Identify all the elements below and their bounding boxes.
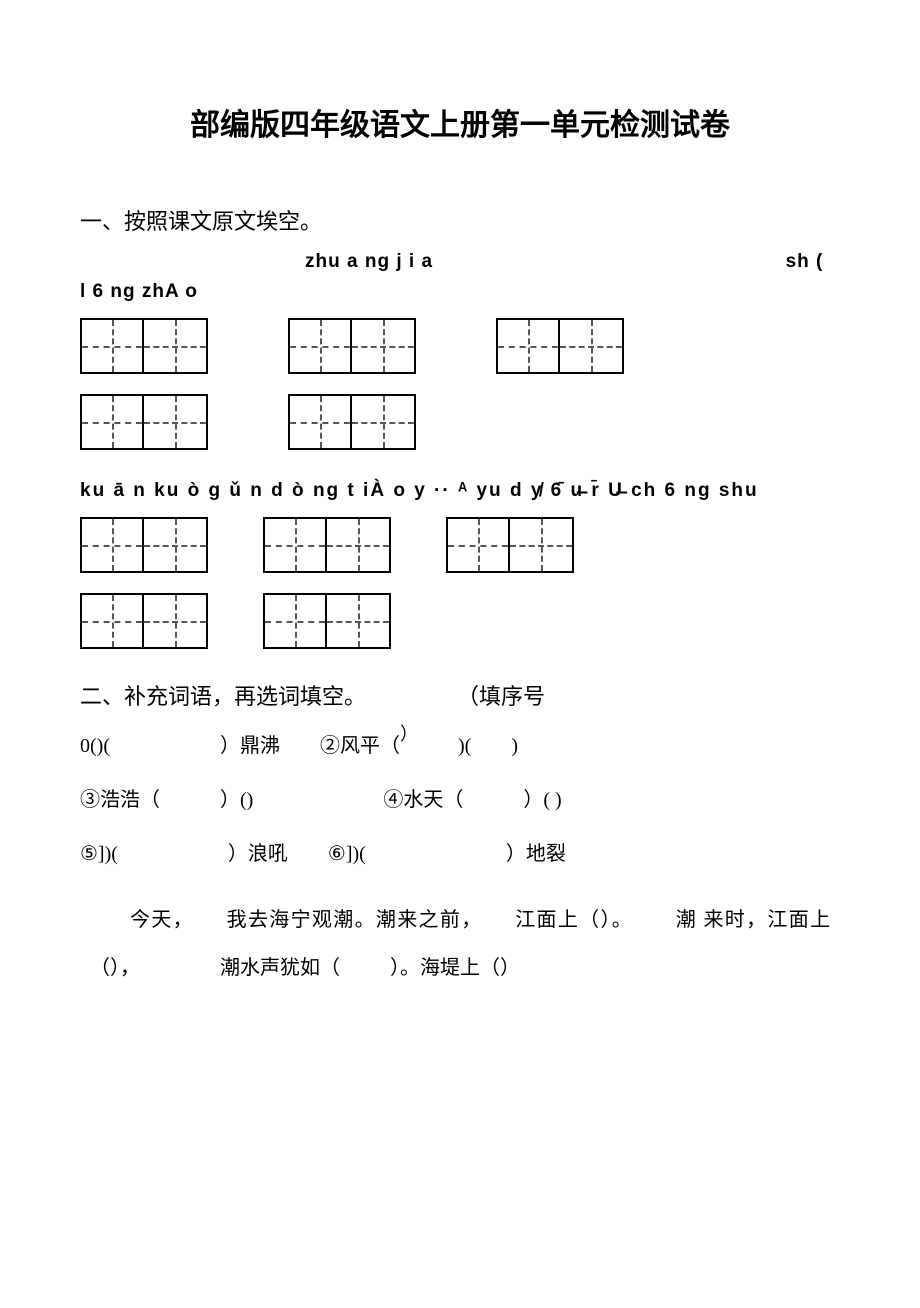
fill-2-prefix: ②风平（ [320,729,400,758]
char-box[interactable] [144,320,206,372]
char-box-pair[interactable] [288,318,416,374]
fill-item-2: ②风平（ ） )( ) [320,729,518,758]
char-box-row-1 [80,318,840,374]
char-box[interactable] [144,396,206,448]
char-box[interactable] [327,519,389,571]
char-box-pair[interactable] [80,517,208,573]
section-2: 二、补充词语，再选词填空。 （填序号 0()( ）鼎沸 ②风平（ ） )( ) … [80,679,840,992]
fill-row-1: 0()( ）鼎沸 ②风平（ ） )( ) [80,729,840,758]
char-box[interactable] [144,595,206,647]
char-box-pair[interactable] [80,593,208,649]
fill-6-suffix: ）地裂 [506,837,566,866]
char-box-row-2 [80,394,840,450]
fill-3-mid: ）() [220,783,253,812]
fill-paragraph: 今天， 我去海宁观潮。潮来之前， 江面上（）。 潮 来时，江面上（）， 潮水声犹… [80,896,840,992]
char-box[interactable] [498,320,560,372]
section-1-heading: 一、按照课文原文埃空。 [80,204,840,236]
fill-2-mid: )( [458,735,471,758]
fill-5-suffix: ）浪吼 [228,837,288,866]
fill-2-suffix: ) [511,735,518,758]
char-box[interactable] [82,396,144,448]
fill-6-prefix: ⑥])( [328,841,366,866]
close-paren-raised: ） [400,720,418,746]
para-t2: 我去海宁观潮。潮来之前， [227,909,483,931]
fill-4-prefix: ④水天（ [383,783,463,812]
fill-5-prefix: ⑤])( [80,841,118,866]
pinyin-row-1: zhu a ng j i a sh ( [80,251,840,273]
char-box-pair[interactable] [263,593,391,649]
fill-item-1: 0()( ）鼎沸 [80,729,280,758]
char-box-pair[interactable] [496,318,624,374]
char-box[interactable] [560,320,622,372]
char-box[interactable] [82,595,144,647]
char-box[interactable] [510,519,572,571]
fill-3-prefix: ③浩浩（ [80,783,160,812]
para-t1: 今天， [130,909,194,931]
char-box-row-4 [80,593,840,649]
para-t7: ）。海堤上（） [390,957,520,979]
char-box-pair[interactable] [263,517,391,573]
fill-item-5: ⑤])( ）浪吼 [80,837,288,866]
pinyin-row-2: ku ā n ku ò g ǔ n d ò ng t iÀ o y ·· ᴬ y… [80,480,840,502]
fill-item-6: ⑥])( ）地裂 [328,837,566,866]
char-box[interactable] [352,396,414,448]
para-t4: 潮 [676,909,697,931]
char-box[interactable] [448,519,510,571]
char-box[interactable] [82,519,144,571]
fill-row-3: ⑤])( ）浪吼 ⑥])( ）地裂 [80,837,840,866]
pinyin-text-1b: sh ( [786,251,824,272]
char-box[interactable] [82,320,144,372]
fill-item-3: ③浩浩（ ）() [80,783,253,812]
char-box-pair[interactable] [446,517,574,573]
char-box[interactable] [144,519,206,571]
section-2-heading-left: 二、补充词语，再选词填空。 [80,684,366,709]
exam-title: 部编版四年级语文上册第一单元检测试卷 [80,100,840,144]
char-box-row-3 [80,517,840,573]
fill-1-suffix: ）鼎沸 [220,729,280,758]
char-box[interactable] [352,320,414,372]
pinyin-text-1a: zhu a ng j i a [305,251,433,272]
section-2-heading: 二、补充词语，再选词填空。 （填序号 [80,679,840,711]
fill-row-2: ③浩浩（ ）() ④水天（ ）( ) [80,783,840,812]
char-box-pair[interactable] [80,318,208,374]
para-t6: 潮水声犹如（ [220,957,340,979]
char-box-pair[interactable] [288,394,416,450]
fill-item-4: ④水天（ ）( ) [383,783,561,812]
char-box[interactable] [290,320,352,372]
fill-1-prefix: 0()( [80,735,110,758]
char-box[interactable] [327,595,389,647]
para-t3: 江面上（）。 [515,909,633,931]
fill-4-mid: ）( ) [523,783,561,812]
char-box[interactable] [265,595,327,647]
char-box[interactable] [290,396,352,448]
pinyin-row-1b: l 6 ng zhA o [80,281,840,303]
section-2-heading-right: （填序号 [457,684,545,709]
char-box[interactable] [265,519,327,571]
char-box-pair[interactable] [80,394,208,450]
